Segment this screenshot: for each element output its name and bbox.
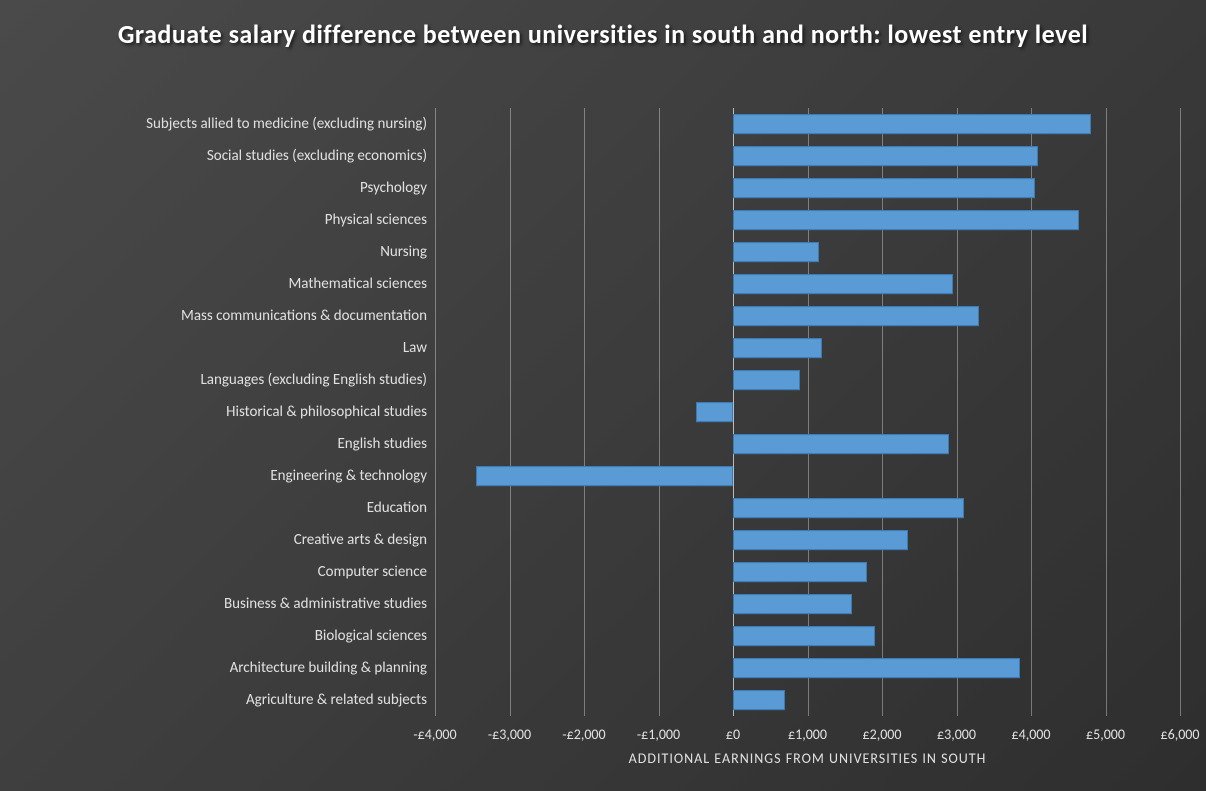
bar-row: Mathematical sciences [435, 268, 1180, 300]
category-label: Agriculture & related subjects [246, 691, 427, 709]
category-label: Engineering & technology [270, 467, 427, 485]
chart-title: Graduate salary difference between unive… [0, 18, 1206, 51]
category-label: Computer science [318, 563, 427, 581]
bar-row: Psychology [435, 172, 1180, 204]
bar-row: Languages (excluding English studies) [435, 364, 1180, 396]
category-label: Mathematical sciences [288, 275, 427, 293]
bar [733, 690, 785, 710]
bar [733, 530, 908, 550]
category-label: Nursing [380, 243, 427, 261]
bar [733, 274, 953, 294]
bar [733, 498, 964, 518]
category-label: Historical & philosophical studies [226, 403, 427, 421]
category-label: Education [367, 499, 427, 517]
bar-row: Business & administrative studies [435, 588, 1180, 620]
bar [733, 370, 800, 390]
category-label: Biological sciences [315, 627, 427, 645]
x-tick-label: -£3,000 [488, 726, 531, 743]
x-tick-label: -£4,000 [413, 726, 456, 743]
bar [733, 626, 875, 646]
category-label: Mass communications & documentation [181, 307, 427, 325]
x-tick-label: £1,000 [788, 726, 827, 743]
bar [733, 114, 1091, 134]
x-tick-label: -£2,000 [562, 726, 605, 743]
category-label: Business & administrative studies [224, 595, 427, 613]
category-label: Physical sciences [325, 211, 427, 229]
bar [733, 658, 1020, 678]
category-label: Social studies (excluding economics) [207, 147, 427, 165]
x-tick-label: £5,000 [1086, 726, 1125, 743]
bar [733, 338, 822, 358]
category-label: Law [403, 339, 427, 357]
category-label: Psychology [360, 179, 427, 197]
chart-container: Graduate salary difference between unive… [0, 0, 1206, 791]
bar-row: Subjects allied to medicine (excluding n… [435, 108, 1180, 140]
gridline [1180, 108, 1181, 716]
bar-row: English studies [435, 428, 1180, 460]
x-tick-label: £2,000 [863, 726, 902, 743]
bar-row: Social studies (excluding economics) [435, 140, 1180, 172]
bar-row: Law [435, 332, 1180, 364]
bar-row: Mass communications & documentation [435, 300, 1180, 332]
x-tick-label: £6,000 [1161, 726, 1200, 743]
bar-row: Creative arts & design [435, 524, 1180, 556]
x-tick-label: £0 [726, 726, 740, 743]
bar-row: Computer science [435, 556, 1180, 588]
bar-row: Biological sciences [435, 620, 1180, 652]
bar-row: Nursing [435, 236, 1180, 268]
category-label: Creative arts & design [294, 531, 427, 549]
bar-row: Education [435, 492, 1180, 524]
bar [733, 306, 979, 326]
bar-row: Architecture building & planning [435, 652, 1180, 684]
x-tick-label: -£1,000 [637, 726, 680, 743]
bar [733, 594, 852, 614]
x-axis-title: ADDITIONAL EARNINGS FROM UNIVERSITIES IN… [435, 750, 1180, 767]
category-label: Languages (excluding English studies) [200, 371, 427, 389]
plot-area: Subjects allied to medicine (excluding n… [435, 108, 1180, 716]
bar [476, 466, 733, 486]
bar-row: Physical sciences [435, 204, 1180, 236]
category-label: Subjects allied to medicine (excluding n… [146, 115, 427, 133]
category-label: Architecture building & planning [230, 659, 427, 677]
category-label: English studies [337, 435, 427, 453]
bar [733, 210, 1079, 230]
x-tick-label: £3,000 [937, 726, 976, 743]
bar [696, 402, 733, 422]
bar [733, 242, 819, 262]
bar [733, 146, 1038, 166]
bar [733, 562, 867, 582]
x-tick-label: £4,000 [1012, 726, 1051, 743]
bar [733, 434, 949, 454]
bar-row: Historical & philosophical studies [435, 396, 1180, 428]
bar-row: Agriculture & related subjects [435, 684, 1180, 716]
bar [733, 178, 1035, 198]
bar-row: Engineering & technology [435, 460, 1180, 492]
